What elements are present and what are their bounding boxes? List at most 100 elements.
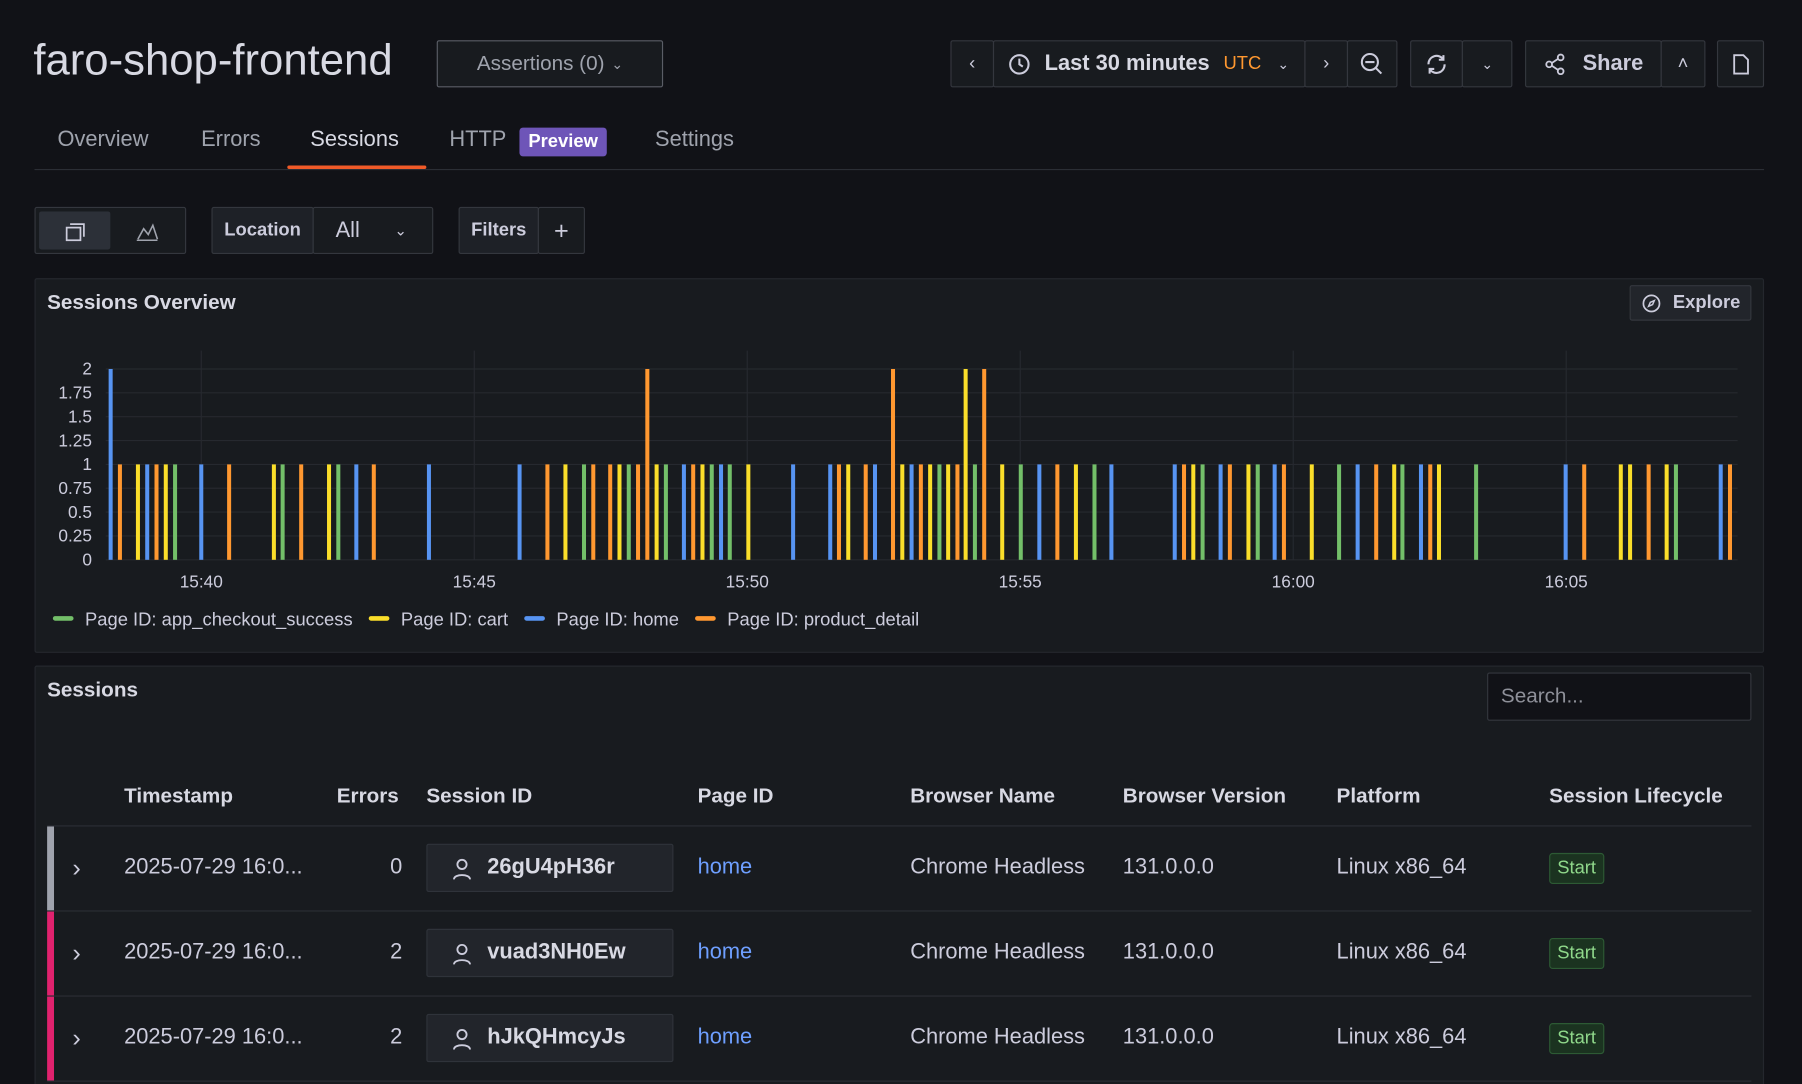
location-select[interactable]: All ⌄ — [312, 206, 434, 255]
next-button[interactable]: › — [1304, 40, 1349, 88]
bar — [1018, 464, 1023, 560]
explore-button[interactable]: Explore — [1629, 285, 1752, 321]
column-header[interactable]: Browser Version — [1122, 783, 1287, 807]
bar — [872, 464, 878, 560]
panel-title: Sessions Overview — [47, 290, 236, 314]
browser-version: 131.0.0.0 — [1122, 855, 1214, 880]
tab-active[interactable]: Sessions — [310, 127, 399, 152]
refresh-dropdown[interactable]: ⌄ — [1461, 40, 1513, 88]
column-header[interactable]: Session Lifecycle — [1549, 783, 1723, 807]
bar — [199, 464, 204, 560]
bar — [1563, 464, 1568, 560]
lifecycle-badge: Start — [1549, 937, 1605, 970]
bar — [617, 464, 622, 560]
page-id-link[interactable]: home — [697, 1025, 753, 1050]
x-tick-label: 16:05 — [1545, 571, 1588, 591]
tab[interactable]: Errors — [201, 127, 261, 152]
y-tick-label: 0.5 — [68, 502, 92, 522]
zoom-out-button[interactable] — [1346, 40, 1398, 88]
column-header[interactable]: Timestamp — [124, 783, 233, 807]
bar — [719, 464, 724, 560]
add-filter[interactable]: + — [537, 206, 585, 255]
session-id[interactable]: vuad3NH0Ew — [426, 928, 674, 978]
session-id[interactable]: hJkQHmcyJs — [426, 1013, 674, 1063]
session-id-text: vuad3NH0Ew — [487, 940, 626, 965]
tab[interactable]: Settings — [655, 127, 734, 152]
table-icon — [65, 223, 85, 242]
browser-version: 131.0.0.0 — [1122, 940, 1214, 965]
timestamp: 2025-07-29 16:0... — [124, 1025, 303, 1050]
bar — [1172, 464, 1177, 560]
errors: 0 — [390, 855, 403, 880]
x-tick-label: 15:50 — [726, 571, 769, 591]
chevron: ⌄ — [394, 221, 407, 239]
bar — [963, 368, 968, 560]
expand-icon[interactable]: › — [72, 937, 81, 967]
chart-icon[interactable] — [134, 222, 159, 243]
refresh-button[interactable] — [1410, 40, 1463, 88]
tab[interactable]: Overview — [57, 127, 149, 152]
x-tick-label: 16:00 — [1272, 571, 1315, 591]
column-header[interactable]: Session ID — [426, 783, 533, 807]
column-header[interactable]: Platform — [1336, 783, 1421, 807]
bar — [1182, 464, 1187, 560]
legend-label: Page ID: app_checkout_success — [85, 608, 353, 630]
bar — [1474, 464, 1479, 560]
row-status — [47, 911, 55, 996]
user-icon — [453, 943, 471, 965]
bar — [1718, 464, 1723, 560]
expand-icon[interactable]: › — [72, 1023, 81, 1052]
legend-swatch — [695, 616, 716, 621]
bar — [636, 464, 641, 560]
collapse-button[interactable]: ˄ — [1660, 40, 1706, 88]
x-tick-label: 15:45 — [453, 571, 496, 591]
page-id-link[interactable]: home — [697, 855, 753, 880]
user-icon — [453, 858, 471, 880]
bar — [663, 464, 668, 560]
column-header[interactable]: Errors — [336, 783, 399, 807]
time-picker[interactable]: Last 30 minutes UTC ⌄ — [992, 40, 1306, 88]
bar — [1355, 464, 1360, 560]
bar — [791, 464, 796, 560]
share-label: Share — [1582, 51, 1644, 76]
chevron: ⌄ — [611, 55, 623, 72]
legend-label: Page ID: product_detail — [727, 608, 919, 630]
column-header[interactable]: Browser Name — [910, 783, 1056, 807]
tab-underline — [287, 165, 427, 169]
legend-label: Page ID: home — [556, 608, 679, 629]
user-icon — [453, 1029, 471, 1050]
expand-icon[interactable]: › — [72, 852, 81, 882]
bar — [371, 464, 376, 560]
bar — [746, 464, 751, 560]
bar — [727, 464, 732, 560]
search-placeholder: Search... — [1500, 683, 1584, 707]
legend-swatch — [368, 616, 390, 621]
export-button[interactable] — [1716, 40, 1765, 88]
page-id-link[interactable]: home — [697, 940, 753, 965]
bar — [1618, 464, 1623, 560]
bar — [1191, 464, 1196, 560]
bar — [681, 464, 686, 560]
bar — [1400, 464, 1405, 560]
bar — [145, 464, 150, 560]
search-input[interactable]: Search... — [1487, 672, 1752, 721]
y-tick-label: 0 — [82, 550, 92, 570]
doc-icon — [1732, 53, 1749, 74]
errors: 2 — [390, 1025, 403, 1050]
y-tick-label: 1 — [82, 454, 92, 474]
session-id[interactable]: 26gU4pH36r — [426, 843, 674, 893]
toggle-active[interactable] — [39, 211, 111, 250]
share-button[interactable]: Share — [1525, 40, 1662, 88]
tab[interactable]: HTTP — [449, 127, 507, 152]
column-header[interactable]: Page ID — [697, 783, 774, 807]
bar — [271, 464, 276, 560]
bar — [1281, 464, 1286, 560]
legend-swatch — [524, 616, 545, 621]
platform: Linux x86_64 — [1336, 855, 1467, 880]
bar — [863, 464, 868, 560]
assertions-button[interactable]: Assertions (0) ⌄ — [436, 40, 664, 88]
explore-label: Explore — [1672, 292, 1741, 313]
bar — [1272, 464, 1277, 560]
bar — [700, 464, 705, 560]
legend-label: Page ID: cart — [401, 608, 508, 629]
